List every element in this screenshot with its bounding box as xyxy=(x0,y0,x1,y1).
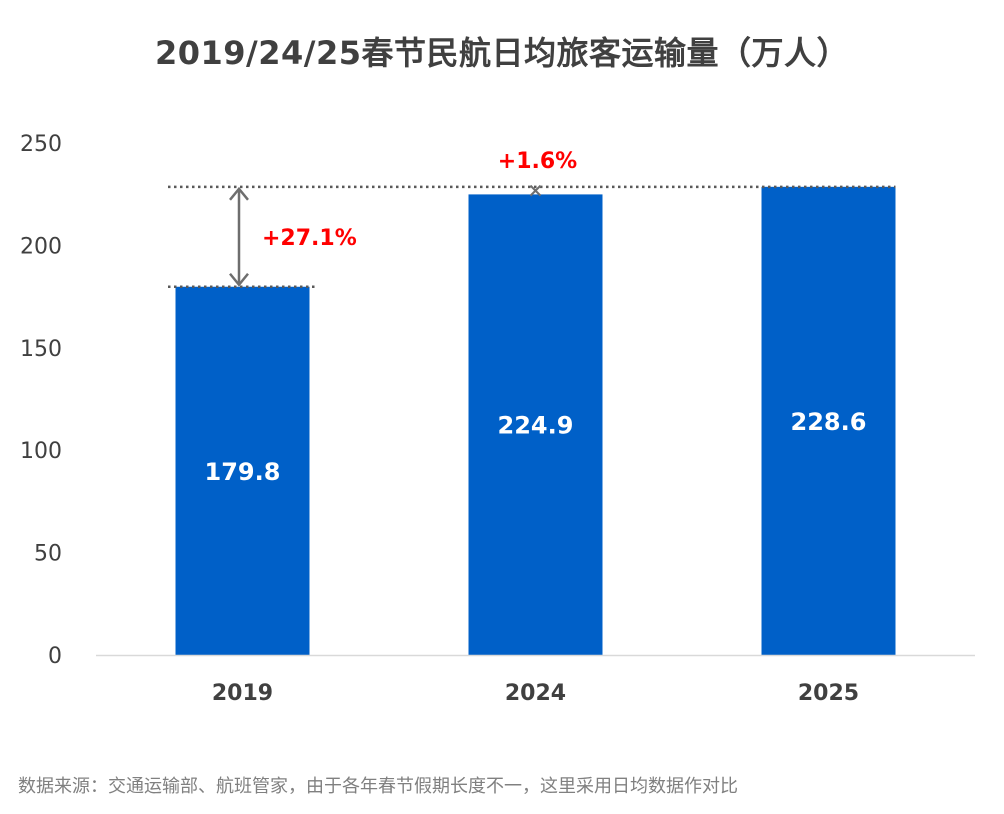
y-tick-label: 200 xyxy=(20,234,62,259)
growth-arrow-head-up xyxy=(229,186,249,201)
bar xyxy=(468,194,603,656)
chart-title: 2019/24/25春节民航日均旅客运输量（万人） xyxy=(154,34,849,72)
y-tick-label: 250 xyxy=(20,132,62,157)
bar xyxy=(175,286,310,655)
x-tick-label: 2019 xyxy=(212,681,273,706)
growth-annotation-2024: +1.6% xyxy=(498,149,577,174)
x-tick-label: 2025 xyxy=(798,681,859,706)
growth-marker-x xyxy=(529,184,542,197)
bar xyxy=(761,186,896,655)
y-tick-label: 100 xyxy=(20,439,62,464)
x-tick-label: 2024 xyxy=(505,681,566,706)
y-tick-label: 0 xyxy=(48,644,62,669)
bar-value-label: 224.9 xyxy=(498,412,574,440)
growth-arrow-head-down xyxy=(229,272,249,287)
bar-value-label: 228.6 xyxy=(791,408,867,436)
growth-annotation-2019: +27.1% xyxy=(262,226,357,251)
y-tick-label: 50 xyxy=(34,542,62,567)
data-source-footnote: 数据来源：交通运输部、航班管家，由于各年春节假期长度不一，这里采用日均数据作对比 xyxy=(18,776,738,797)
y-tick-label: 150 xyxy=(20,337,62,362)
bar-value-label: 179.8 xyxy=(205,458,281,486)
